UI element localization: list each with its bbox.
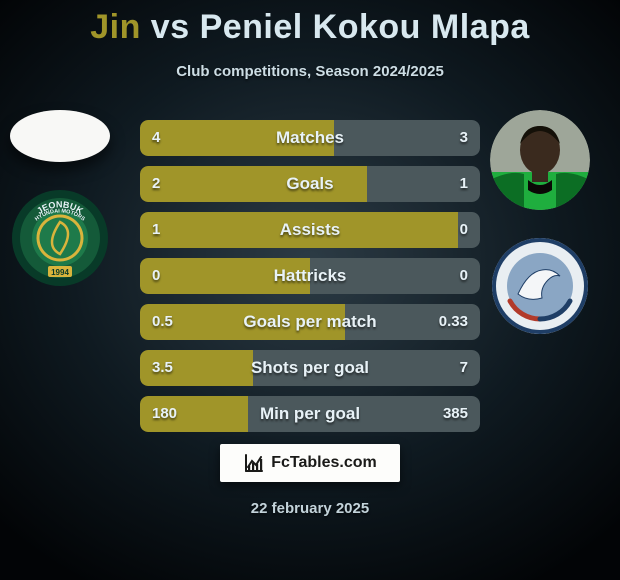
- bar-left: [140, 120, 334, 156]
- avatar-player2: [490, 110, 590, 210]
- stat-row: 10Assists: [140, 212, 480, 248]
- chart-icon: [243, 452, 265, 474]
- brand-text: FcTables.com: [271, 454, 377, 472]
- title-player2: Peniel Kokou Mlapa: [200, 8, 530, 46]
- subtitle: Club competitions, Season 2024/2025: [0, 63, 620, 80]
- page-title: Jin vs Peniel Kokou Mlapa: [0, 8, 620, 47]
- bar-right: [345, 304, 480, 340]
- bar-right: [248, 396, 480, 432]
- date: 22 february 2025: [0, 500, 620, 517]
- brand-badge: FcTables.com: [220, 444, 400, 482]
- bar-right: [310, 258, 480, 294]
- svg-text:1994: 1994: [51, 268, 69, 277]
- bar-left: [140, 258, 310, 294]
- bar-right: [334, 120, 480, 156]
- title-vs: vs: [151, 8, 190, 46]
- stats-bars: 43Matches 21Goals 10Assists 00Hattricks 0.50…: [140, 120, 480, 442]
- bar-left: [140, 212, 458, 248]
- avatar-player1: [10, 110, 110, 162]
- left-column: JEONBUKHYUNDAI MOTORS1994: [10, 110, 110, 288]
- stat-row: 21Goals: [140, 166, 480, 202]
- bar-left: [140, 350, 253, 386]
- stat-row: 3.57Shots per goal: [140, 350, 480, 386]
- stat-row: 43Matches: [140, 120, 480, 156]
- bar-right: [367, 166, 480, 202]
- bar-left: [140, 396, 248, 432]
- crest-player1: JEONBUKHYUNDAI MOTORS1994: [10, 188, 110, 288]
- bar-right: [458, 212, 480, 248]
- bar-left: [140, 166, 367, 202]
- stat-row: 0.50.33Goals per match: [140, 304, 480, 340]
- bar-left: [140, 304, 345, 340]
- bar-right: [253, 350, 480, 386]
- right-column: [490, 110, 590, 336]
- crest-player2: [490, 236, 590, 336]
- stat-row: 180385Min per goal: [140, 396, 480, 432]
- title-player1: Jin: [90, 8, 141, 46]
- stat-row: 00Hattricks: [140, 258, 480, 294]
